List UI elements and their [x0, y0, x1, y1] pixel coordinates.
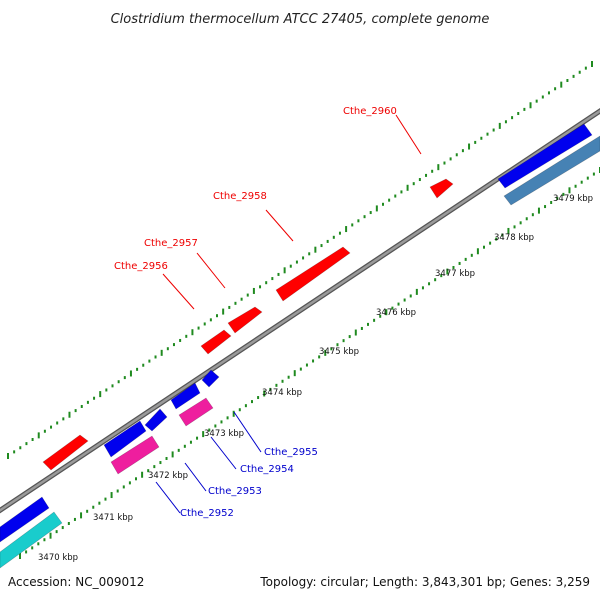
- forward-gene-2: [200, 329, 232, 355]
- tick-label: 3478 kbp: [494, 233, 534, 243]
- forward-gene-1: [42, 434, 89, 471]
- tick-label: 3472 kbp: [148, 471, 188, 481]
- tick-label: 3471 kbp: [93, 513, 133, 523]
- reverse-gene-label: Cthe_2953: [208, 486, 262, 497]
- forward-gene-label: Cthe_2958: [213, 191, 267, 202]
- feature-track: [0, 123, 600, 569]
- tick-label: 3479 kbp: [553, 194, 593, 204]
- forward-gene-label: Cthe_2960: [343, 106, 397, 117]
- reverse-gene-label: Cthe_2952: [180, 508, 234, 519]
- reverse-callout-line: [210, 436, 237, 470]
- tick-label: 3475 kbp: [319, 347, 359, 357]
- steel-feature: [503, 135, 600, 206]
- reverse-gene-3: [170, 382, 201, 410]
- pink-feature-2: [178, 397, 214, 427]
- reverse-callout-line: [155, 481, 181, 514]
- genome-backbone-highlight: [0, 109, 600, 512]
- forward-callout-line: [196, 252, 226, 289]
- forward-callout-line: [395, 114, 422, 155]
- tick-label: 3477 kbp: [435, 269, 475, 279]
- reverse-gene-5: [0, 496, 50, 543]
- reverse-gene-1: [103, 420, 147, 458]
- outer-tick-ring: [7, 61, 593, 459]
- forward-callout-line: [162, 273, 195, 310]
- cyan-feature: [0, 511, 63, 569]
- reverse-gene-2: [144, 408, 168, 432]
- forward-callout-line: [265, 209, 294, 242]
- reverse-gene-4: [201, 369, 220, 388]
- tick-label: 3470 kbp: [38, 553, 78, 563]
- forward-gene-3: [227, 306, 263, 334]
- axis-tick-labels: 3470 kbp 3471 kbp 3472 kbp 3473 kbp 3474 kbp…: [38, 194, 593, 563]
- topology-text: Topology: circular; Length: 3,843,301 bp…: [259, 575, 590, 589]
- reverse-gene-label: Cthe_2955: [264, 447, 318, 458]
- reverse-callout-line: [233, 411, 262, 453]
- tick-label: 3473 kbp: [204, 429, 244, 439]
- accession-text: Accession: NC_009012: [8, 575, 144, 589]
- gene-callouts: Cthe_2956 Cthe_2957 Cthe_2958 Cthe_2960 Cthe…: [114, 106, 422, 519]
- forward-gene-4: [275, 246, 351, 302]
- map-title: Clostridium thermocellum ATCC 27405, com…: [111, 12, 490, 27]
- forward-gene-5: [429, 178, 454, 199]
- pink-feature-1: [110, 435, 160, 475]
- reverse-callout-line: [184, 462, 207, 492]
- reverse-gene-6: [497, 123, 593, 189]
- forward-gene-label: Cthe_2956: [114, 261, 168, 272]
- reverse-gene-label: Cthe_2954: [240, 464, 294, 475]
- tick-label: 3474 kbp: [262, 388, 302, 398]
- tick-label: 3476 kbp: [376, 308, 416, 318]
- forward-gene-label: Cthe_2957: [144, 238, 198, 249]
- inner-tick-ring: [19, 167, 600, 559]
